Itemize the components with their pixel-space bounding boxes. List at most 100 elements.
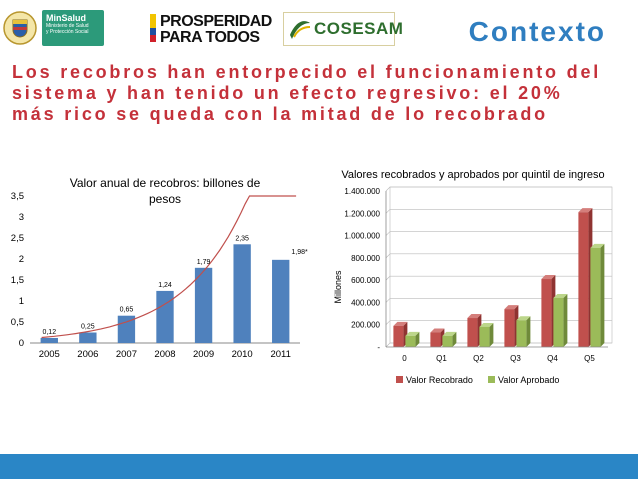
chart2-y-tick-label: 1.400.000	[344, 187, 380, 196]
chart2-bar-side	[563, 293, 568, 347]
chart1-x-tick-label: 2011	[270, 349, 290, 360]
chart1-data-label: 0,65	[120, 307, 134, 314]
chart2-legend-label: Valor Recobrado	[406, 375, 473, 385]
chart2-bar-top	[430, 328, 445, 333]
chart1-x-tick-label: 2007	[116, 349, 137, 360]
chart2-y-tick-label: -	[377, 343, 380, 352]
chart2-bar	[405, 335, 416, 347]
chart2-bar-top	[578, 208, 593, 213]
chart2-bar	[430, 332, 441, 347]
prosperidad-line-2: PARA TODOS	[160, 29, 260, 46]
chart2-bar-top	[541, 275, 556, 280]
chart2-y-tick-label: 600.000	[351, 276, 380, 285]
quintile-recobros-chart: Valores recobrados y aprobados por quint…	[333, 169, 613, 385]
chart2-grid-line	[385, 209, 391, 214]
chart2-bar-top	[553, 293, 568, 298]
section-title: Contexto	[468, 16, 606, 47]
chart2-bar-side	[489, 322, 494, 347]
footer-bar	[0, 454, 638, 479]
chart1-trendline	[41, 195, 297, 339]
chart1-data-label: 0,25	[81, 324, 95, 331]
coat-of-arms-icon	[3, 11, 37, 45]
chart2-bar	[467, 318, 478, 347]
chart1-title-line-2: pesos	[149, 192, 181, 206]
chart2-y-tick-label: 200.000	[351, 321, 380, 330]
chart1-bar	[117, 315, 136, 343]
chart2-x-tick-label: Q5	[584, 354, 595, 363]
chart2-title: Valores recobrados y aprobados por quint…	[341, 169, 604, 181]
chart2-grid-line	[385, 342, 391, 348]
chart1-bar	[156, 290, 174, 343]
chart1-data-label: 0,12	[42, 329, 56, 336]
chart2-legend-label: Valor Aprobado	[498, 375, 559, 385]
chart2-x-tick-label: Q2	[473, 354, 484, 363]
chart1-y-tick-label: 0,5	[11, 317, 24, 328]
chart2-bar	[590, 247, 601, 347]
chart2-bar-top	[467, 314, 482, 319]
chart2-bar-side	[452, 331, 457, 347]
chart1-x-tick-label: 2005	[39, 349, 60, 360]
headline: Los recobros han entorpecido el funciona…	[12, 62, 602, 124]
chart1-data-label: 1,98*	[291, 249, 308, 256]
swoosh-icon	[290, 21, 311, 39]
chart1-y-tick-label: 0	[19, 338, 24, 349]
chart2-bar	[504, 309, 515, 347]
chart1-bar	[194, 267, 213, 343]
prosperidad-line-1: PROSPERIDAD	[160, 13, 272, 30]
chart2-x-tick-label: Q4	[547, 354, 558, 363]
chart1-y-tick-label: 2,5	[11, 233, 24, 244]
chart2-bar	[516, 320, 527, 347]
chart1-y-tick-label: 1	[19, 296, 24, 307]
chart2-bar	[553, 297, 564, 347]
chart2-grid-line	[385, 186, 391, 192]
chart2-y-tick-label: 1.200.000	[344, 209, 380, 218]
chart2-bar-top	[479, 322, 494, 327]
chart1-y-tick-label: 1,5	[11, 275, 24, 286]
chart1-data-label: 2,35	[235, 235, 249, 242]
chart2-bar-side	[415, 331, 420, 347]
chart2-bar-top	[393, 321, 408, 326]
chart1-x-tick-label: 2006	[77, 349, 98, 360]
chart2-bar-side	[526, 316, 531, 347]
annual-recobros-chart: Valor anual de recobros: billones de pes…	[11, 176, 308, 360]
chart2-y-tick-label: 400.000	[351, 298, 380, 307]
chart2-bar	[541, 279, 552, 347]
chart2-bar-top	[504, 305, 519, 310]
chart2-grid-line	[385, 253, 391, 259]
chart1-title-line-1: Valor anual de recobros: billones de	[70, 176, 261, 190]
minsalud-subtitle-1: Ministerio de Salud	[46, 23, 89, 29]
chart2-bar-top	[442, 331, 457, 336]
chart2-x-tick-label: 0	[402, 354, 407, 363]
logo-prosperidad: PROSPERIDAD PARA TODOS	[150, 12, 272, 48]
chart1-bar	[79, 332, 97, 343]
chart2-grid-line	[385, 231, 391, 236]
chart1-data-label: 1,79	[197, 259, 211, 266]
chart2-bar	[442, 335, 453, 347]
chart1-x-tick-label: 2009	[193, 349, 214, 360]
chart2-legend-swatch	[396, 376, 403, 383]
chart1-y-tick-label: 3,5	[11, 191, 24, 202]
chart2-y-tick-label: 800.000	[351, 254, 380, 263]
chart2-bar	[393, 325, 404, 347]
chart2-grid-line	[385, 275, 391, 281]
chart2-bar-top	[516, 316, 531, 321]
chart2-y-tick-label: 1.000.000	[344, 232, 380, 241]
chart1-bar	[233, 244, 251, 343]
chart2-grid-line	[385, 298, 391, 303]
cosesam-text: COSESAM	[314, 19, 404, 38]
chart1-data-label: 1,24	[158, 282, 172, 289]
chart2-x-tick-label: Q3	[510, 354, 521, 363]
chart2-legend-swatch	[488, 376, 495, 383]
chart1-x-tick-label: 2010	[232, 349, 253, 360]
logo-cosesam: COSESAM	[283, 12, 403, 46]
chart2-bar	[578, 212, 589, 347]
chart2-x-tick-label: Q1	[436, 354, 447, 363]
minsalud-subtitle-2: y Protección Social	[46, 29, 89, 35]
chart1-y-tick-label: 3	[19, 212, 24, 223]
chart1-x-tick-label: 2008	[154, 349, 175, 360]
chart2-bar-top	[590, 243, 605, 248]
chart2-grid-line	[385, 320, 391, 325]
chart2-bar-side	[600, 243, 605, 347]
chart1-bar	[272, 259, 290, 343]
minsalud-badge: MinSalud Ministerio de Salud y Protecció…	[42, 10, 104, 46]
